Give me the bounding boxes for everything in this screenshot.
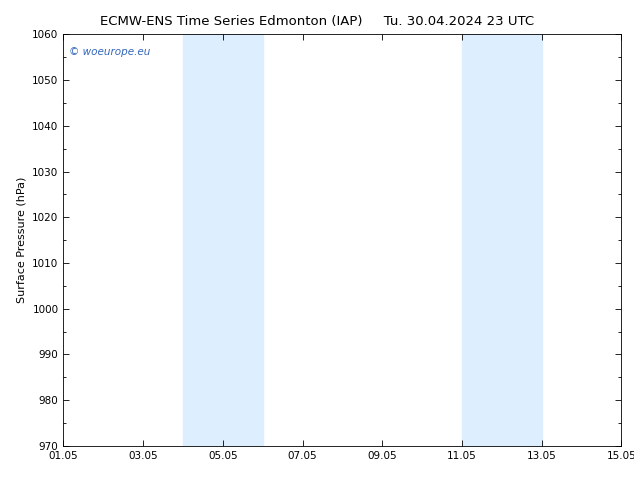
Text: © woeurope.eu: © woeurope.eu — [69, 47, 150, 57]
Text: ECMW-ENS Time Series Edmonton (IAP)     Tu. 30.04.2024 23 UTC: ECMW-ENS Time Series Edmonton (IAP) Tu. … — [100, 15, 534, 28]
Bar — [183, 34, 262, 446]
Bar — [462, 34, 541, 446]
Y-axis label: Surface Pressure (hPa): Surface Pressure (hPa) — [16, 177, 27, 303]
